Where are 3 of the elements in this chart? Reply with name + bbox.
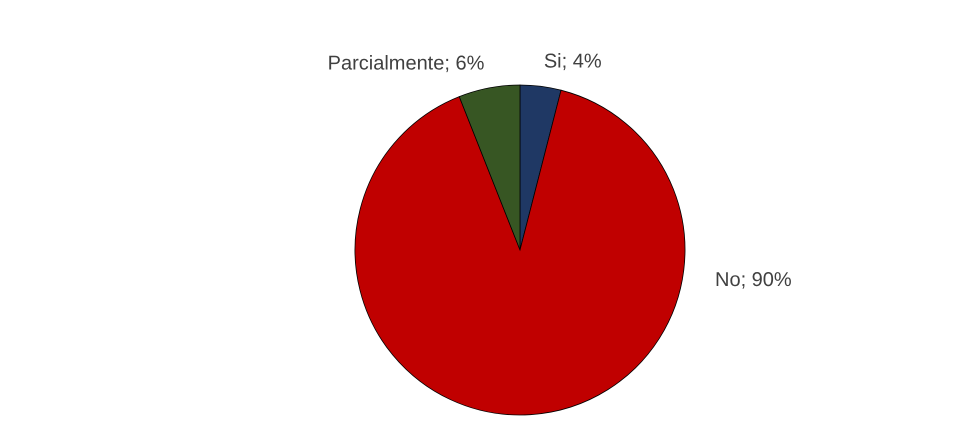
slice-label: Parcialmente; 6%: [328, 52, 485, 74]
slice-label: Si; 4%: [544, 50, 602, 72]
slice-label: No; 90%: [715, 269, 792, 291]
